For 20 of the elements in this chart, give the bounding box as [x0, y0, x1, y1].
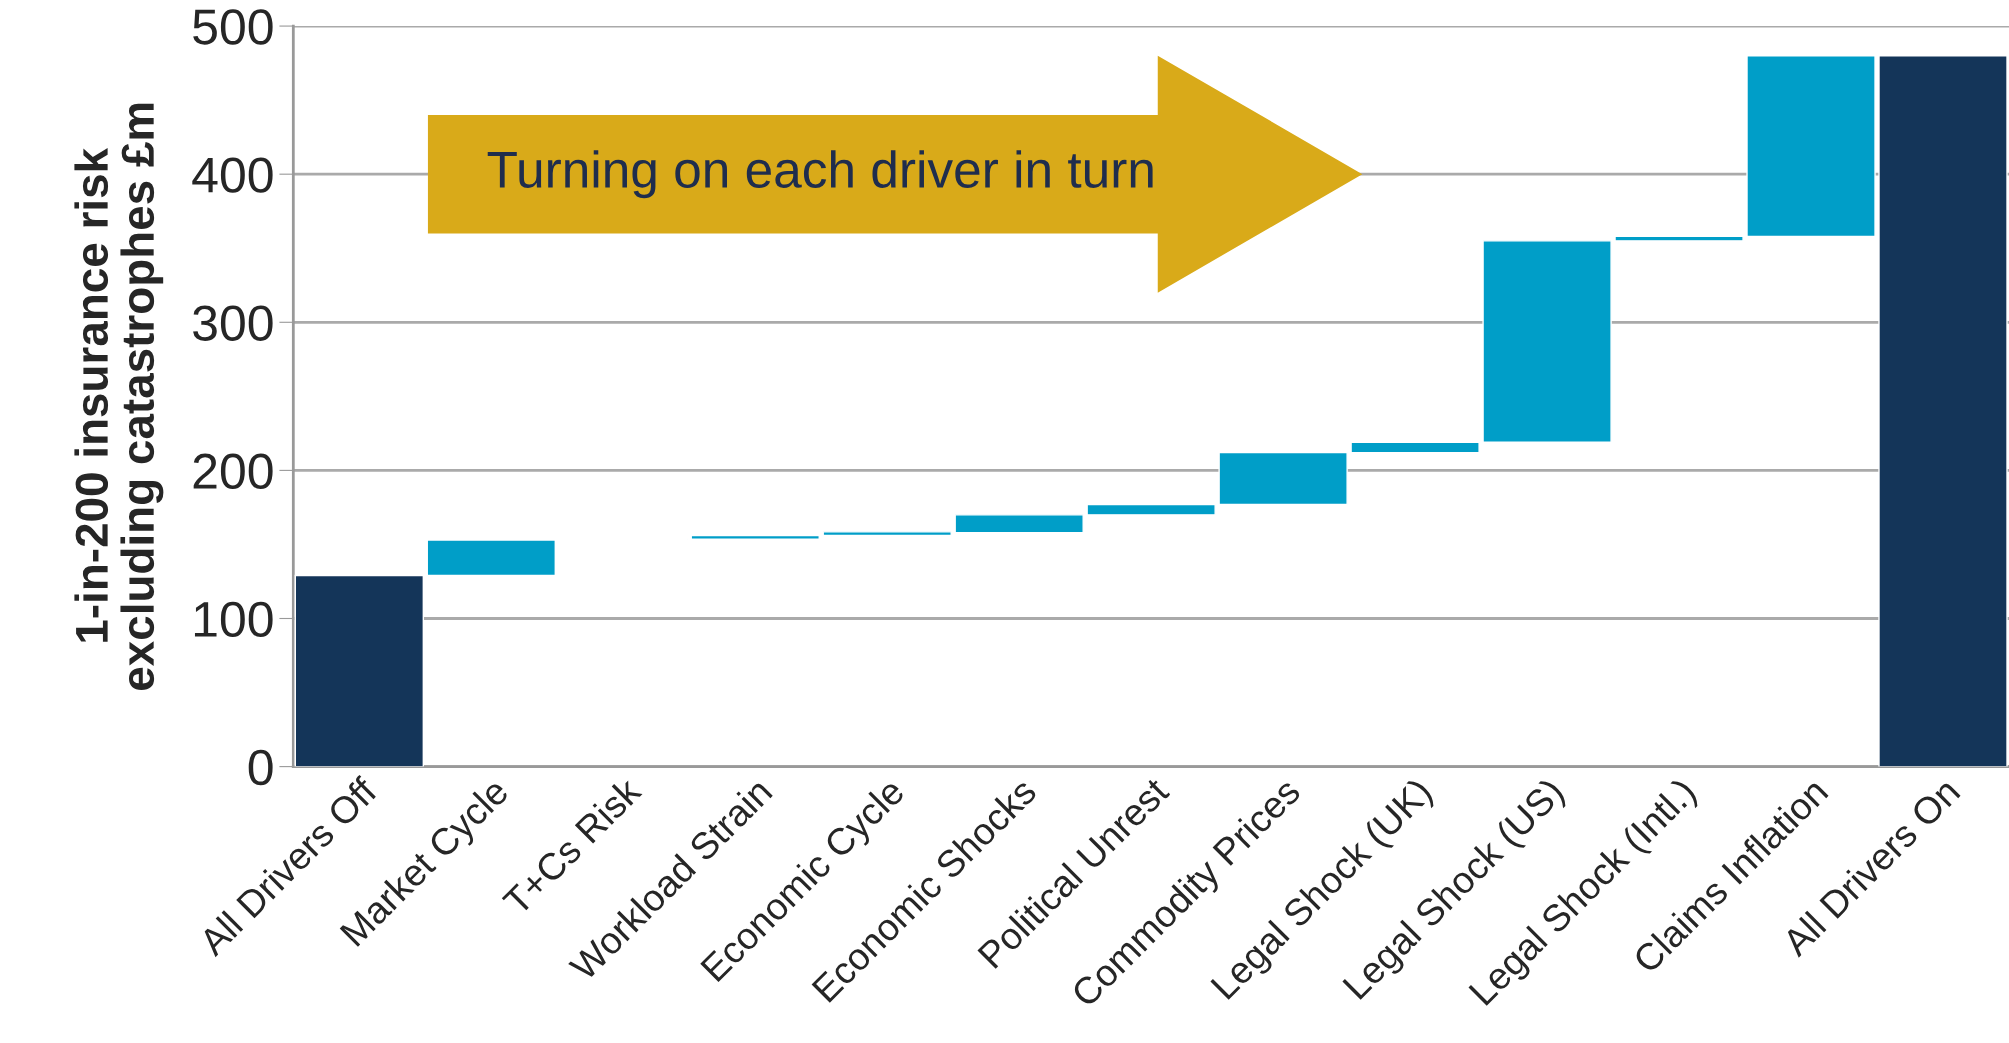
bar	[954, 514, 1084, 534]
annotation: Turning on each driver in turn	[487, 150, 1153, 199]
bar	[1614, 235, 1744, 242]
bar	[1746, 55, 1876, 238]
y-tick-label: 0	[248, 749, 273, 786]
bar	[690, 534, 820, 540]
bar	[426, 539, 556, 577]
bar	[1086, 503, 1216, 516]
bar	[822, 531, 952, 537]
bar	[1218, 451, 1348, 506]
bar	[294, 574, 425, 767]
y-tick-label: 100	[194, 601, 273, 638]
bar	[1878, 55, 2008, 767]
y-tick-label: 300	[193, 305, 273, 341]
y-axis-title: 1-in-200 insurance risk excluding catastrophes £m	[74, 103, 164, 690]
bar	[1482, 240, 1612, 443]
bar	[1350, 441, 1480, 454]
y-tick-label: 400	[192, 157, 273, 193]
y-tick-label: 200	[193, 453, 273, 489]
y-tick-label: 500	[193, 9, 273, 45]
